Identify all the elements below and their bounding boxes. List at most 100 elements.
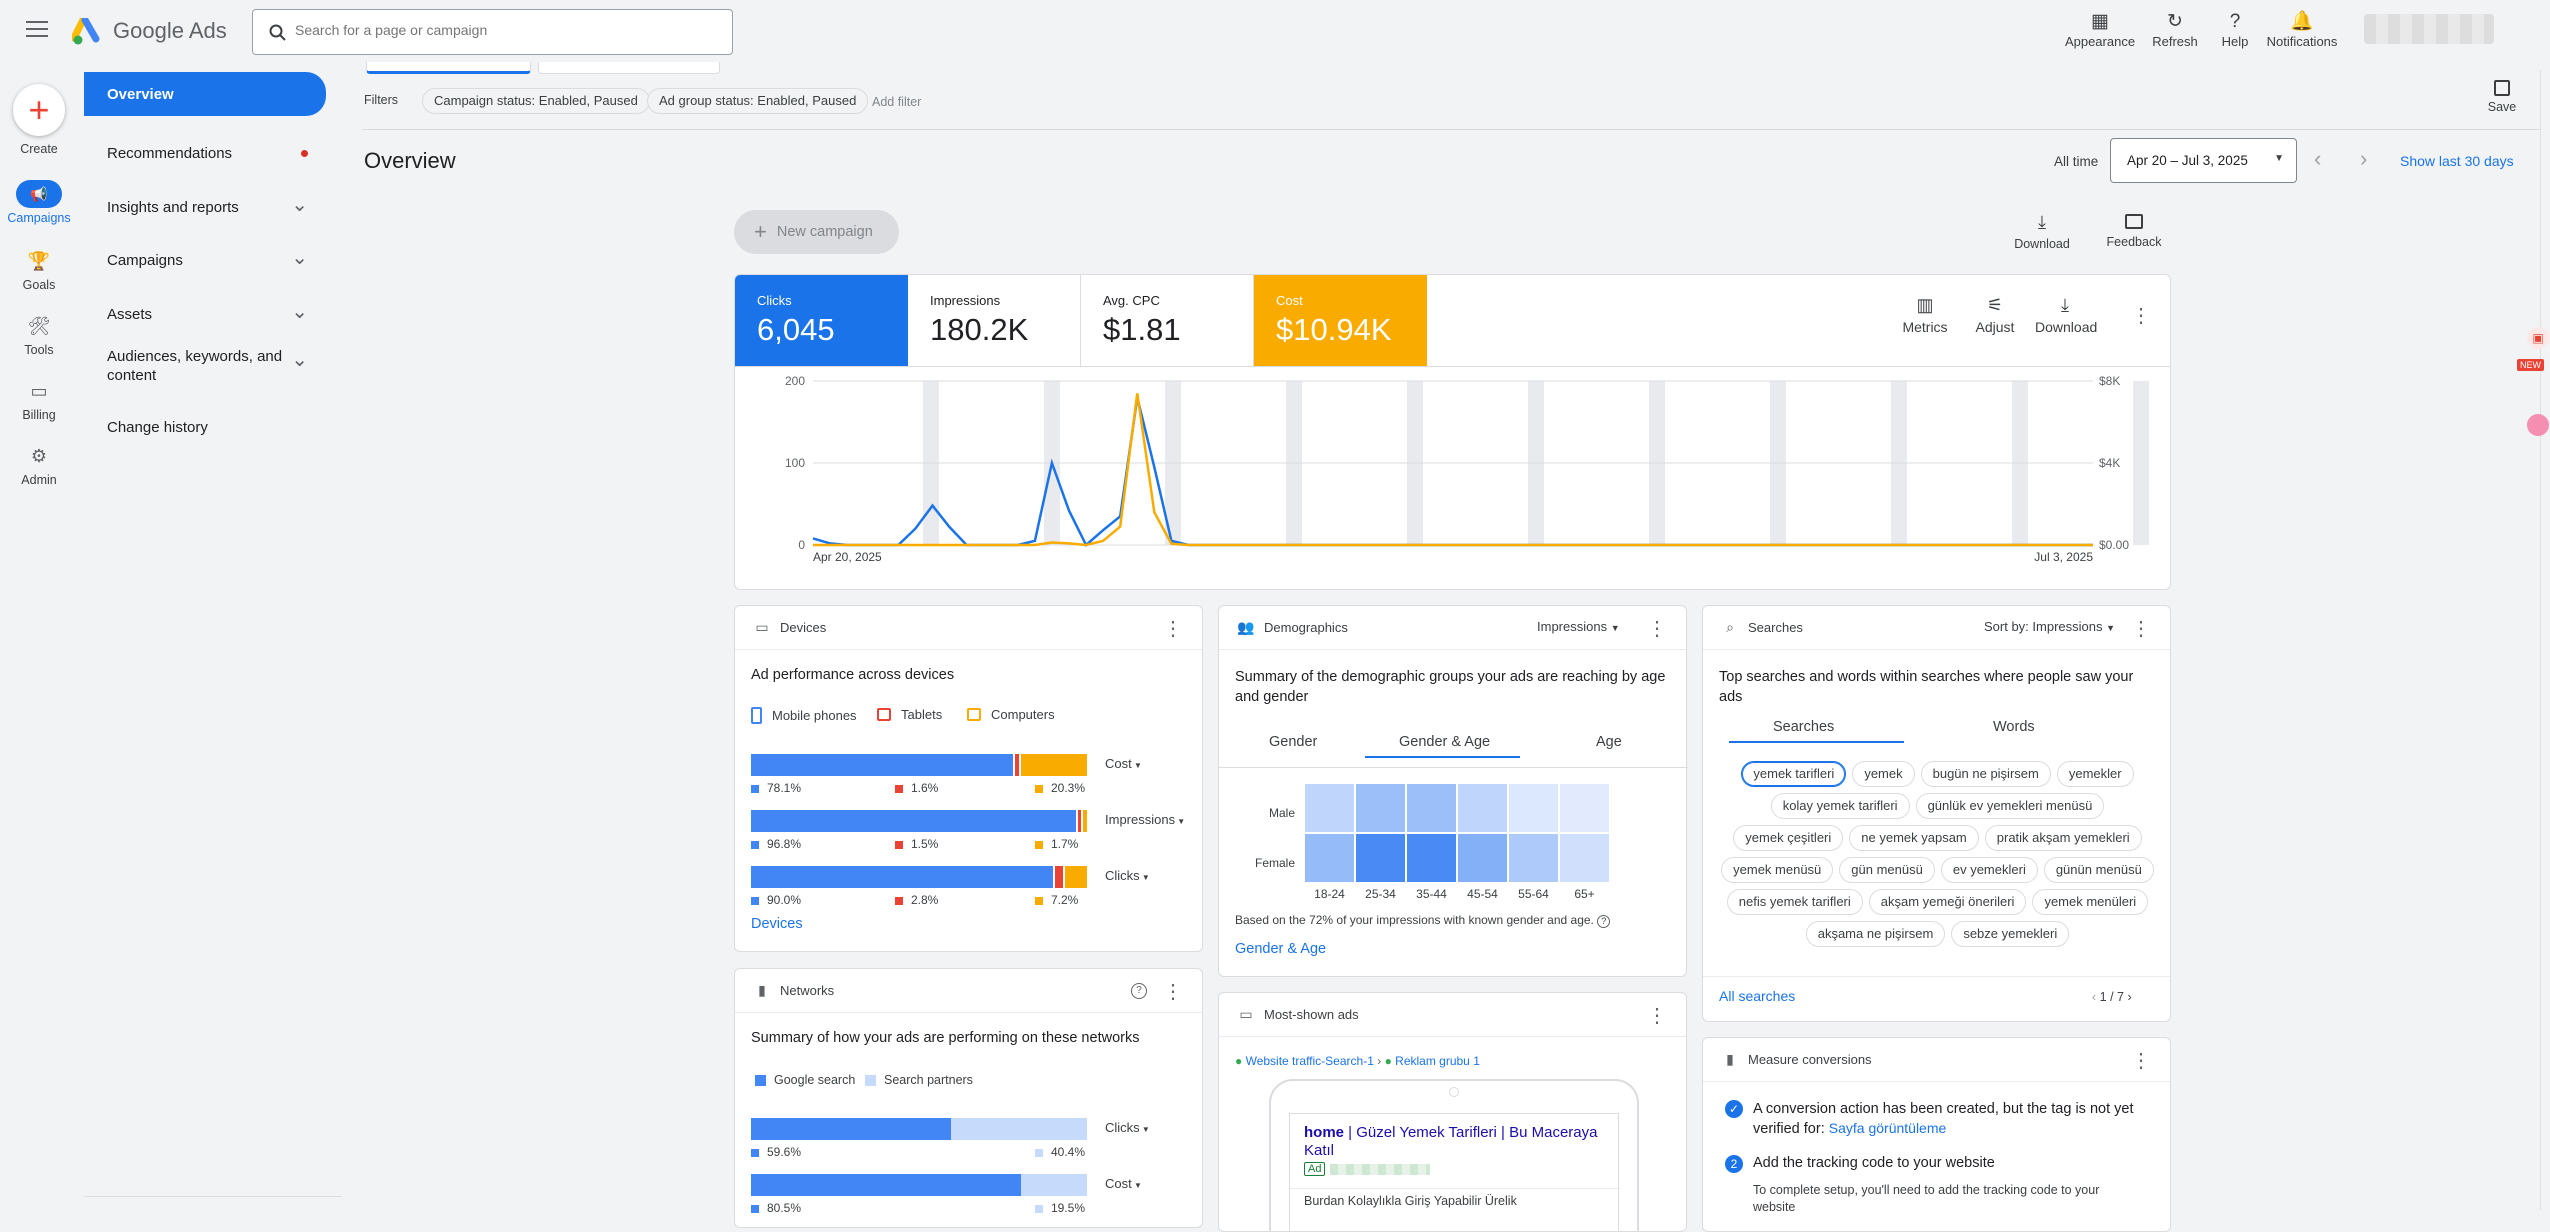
- searches-tab-1[interactable]: Words: [1993, 719, 2035, 735]
- search-term-chip[interactable]: yemek: [1852, 761, 1915, 787]
- nav-item-6[interactable]: Change history: [84, 407, 326, 447]
- download-button[interactable]: ⤓ Download: [2004, 212, 2080, 251]
- gift-icon[interactable]: ▣: [2527, 327, 2549, 349]
- nav-item-1[interactable]: Recommendations: [84, 133, 326, 173]
- rail-tools[interactable]: 🛠 Tools: [0, 312, 78, 357]
- device-metric-select[interactable]: Clicks ▼: [1105, 868, 1150, 883]
- search-term-chip[interactable]: gün menüsü: [1839, 857, 1935, 883]
- rail-admin[interactable]: ⚙ Admin: [0, 442, 78, 487]
- filter-chip-ad-group-status[interactable]: Ad group status: Enabled, Paused: [647, 88, 869, 114]
- networks-more-icon[interactable]: ⋮: [1163, 981, 1183, 1003]
- new-feature-icon[interactable]: NEW: [2517, 359, 2549, 382]
- heat-cell[interactable]: [1560, 784, 1609, 832]
- networks-stacked-bar[interactable]: [751, 1118, 1087, 1140]
- demographics-metric-select[interactable]: Impressions ▼: [1537, 619, 1620, 634]
- notifications-button[interactable]: 🔔 Notifications: [2262, 10, 2342, 49]
- metric-tile-2[interactable]: Avg. CPC $1.81: [1081, 275, 1254, 366]
- rail-goals[interactable]: 🏆 Goals: [0, 247, 78, 292]
- account-avatar[interactable]: [2364, 14, 2494, 44]
- heat-cell[interactable]: [1356, 834, 1405, 882]
- all-searches-link[interactable]: All searches: [1719, 988, 1796, 1004]
- devices-stacked-bar[interactable]: [751, 754, 1087, 776]
- nav-item-2[interactable]: Insights and reports ⌄: [84, 187, 326, 227]
- metric-tile-1[interactable]: Impressions 180.2K: [908, 275, 1081, 366]
- heat-cell[interactable]: [1407, 834, 1456, 882]
- search-term-chip[interactable]: yemek menüsü: [1721, 857, 1834, 883]
- heat-cell[interactable]: [1407, 784, 1456, 832]
- save-button[interactable]: Save: [2480, 80, 2524, 114]
- nav-item-0[interactable]: Overview: [84, 72, 326, 116]
- side-scrollbar[interactable]: [2540, 70, 2550, 1210]
- heat-cell[interactable]: [1305, 784, 1354, 832]
- conversions-more-icon[interactable]: ⋮: [2131, 1050, 2151, 1072]
- date-range-select[interactable]: Apr 20 – Jul 3, 2025 ▼: [2110, 138, 2297, 183]
- demographics-more-icon[interactable]: ⋮: [1647, 618, 1667, 640]
- more-options-icon[interactable]: ⋮: [2131, 305, 2151, 327]
- devices-stacked-bar[interactable]: [751, 810, 1087, 832]
- download-tool-button[interactable]: ⤓ Download: [2035, 295, 2097, 335]
- prev-page-icon[interactable]: ‹: [2092, 990, 2097, 1004]
- nav-item-5[interactable]: Audiences, keywords, and content ⌄: [84, 342, 326, 390]
- devices-link[interactable]: Devices: [751, 916, 803, 932]
- menu-icon[interactable]: [26, 19, 48, 37]
- search-input[interactable]: [295, 22, 715, 38]
- device-metric-select[interactable]: Impressions ▼: [1105, 812, 1186, 827]
- search-term-chip[interactable]: akşam yemeği önerileri: [1868, 889, 2027, 915]
- metric-tile-3[interactable]: Cost $10.94K: [1254, 275, 1427, 366]
- metrics-tool-button[interactable]: ▥ Metrics: [1895, 295, 1955, 335]
- heat-cell[interactable]: [1560, 834, 1609, 882]
- assistant-icon[interactable]: [2527, 414, 2549, 436]
- appearance-button[interactable]: ▦ Appearance: [2060, 10, 2140, 49]
- heat-cell[interactable]: [1458, 834, 1507, 882]
- searches-tab-0[interactable]: Searches: [1729, 719, 1904, 743]
- nav-item-4[interactable]: Assets ⌄: [84, 294, 326, 334]
- heat-cell[interactable]: [1458, 784, 1507, 832]
- search-term-chip[interactable]: pratik akşam yemekleri: [1984, 825, 2142, 851]
- ads-more-icon[interactable]: ⋮: [1647, 1005, 1667, 1027]
- filter-chip-campaign-status[interactable]: Campaign status: Enabled, Paused: [422, 88, 650, 114]
- help-icon[interactable]: ?: [1597, 915, 1611, 928]
- search-term-chip[interactable]: akşama ne pişirsem: [1805, 921, 1946, 947]
- networks-help-icon[interactable]: ?: [1131, 983, 1147, 999]
- heat-cell[interactable]: [1509, 834, 1558, 882]
- network-metric-select[interactable]: Cost ▼: [1105, 1176, 1142, 1191]
- rail-billing[interactable]: ▭ Billing: [0, 377, 78, 422]
- search-term-chip[interactable]: nefis yemek tarifleri: [1726, 889, 1863, 915]
- search-term-chip[interactable]: yemek menüleri: [2032, 889, 2149, 915]
- show-last-30-days-link[interactable]: Show last 30 days: [2400, 153, 2514, 169]
- ad-headline[interactable]: home | Güzel Yemek Tarifleri | Bu Macera…: [1304, 1124, 1598, 1159]
- heat-cell[interactable]: [1356, 784, 1405, 832]
- demographics-tab-1[interactable]: Gender & Age: [1365, 734, 1520, 758]
- search-box[interactable]: [252, 9, 733, 55]
- refresh-button[interactable]: ↻ Refresh: [2135, 10, 2215, 49]
- rail-campaigns[interactable]: 📢 Campaigns: [0, 180, 78, 225]
- adjust-tool-button[interactable]: ⚟ Adjust: [1965, 295, 2025, 335]
- help-button[interactable]: ? Help: [2195, 10, 2275, 49]
- demographics-tab-0[interactable]: Gender: [1269, 734, 1318, 750]
- feedback-button[interactable]: Feedback: [2094, 212, 2174, 249]
- metric-tile-0[interactable]: Clicks 6,045: [735, 275, 908, 366]
- search-term-chip[interactable]: yemek çeşitleri: [1733, 825, 1844, 851]
- search-term-chip[interactable]: sebze yemekleri: [1951, 921, 2070, 947]
- search-term-chip[interactable]: günlük ev yemekleri menüsü: [1915, 793, 2105, 819]
- demographics-tab-2[interactable]: Age: [1596, 734, 1622, 750]
- next-page-icon[interactable]: ›: [2127, 990, 2132, 1004]
- search-term-chip[interactable]: kolay yemek tarifleri: [1770, 793, 1910, 819]
- nav-item-3[interactable]: Campaigns ⌄: [84, 240, 326, 280]
- devices-more-icon[interactable]: ⋮: [1163, 618, 1183, 640]
- prev-range-icon[interactable]: ‹: [2314, 146, 2322, 171]
- gender-age-link[interactable]: Gender & Age: [1235, 941, 1327, 957]
- networks-stacked-bar[interactable]: [751, 1174, 1087, 1196]
- sayfa-goruntuleme-link[interactable]: Sayfa görüntüleme: [1828, 1120, 1947, 1136]
- heat-cell[interactable]: [1305, 834, 1354, 882]
- search-term-chip[interactable]: yemek tarifleri: [1741, 761, 1847, 787]
- search-term-chip[interactable]: ev yemekleri: [1940, 857, 2038, 883]
- add-filter-button[interactable]: Add filter: [872, 95, 922, 109]
- searches-more-icon[interactable]: ⋮: [2131, 618, 2151, 640]
- heat-cell[interactable]: [1509, 784, 1558, 832]
- next-range-icon[interactable]: ›: [2360, 146, 2368, 171]
- search-term-chip[interactable]: bugün ne pişirsem: [1920, 761, 2051, 787]
- network-metric-select[interactable]: Clicks ▼: [1105, 1120, 1150, 1135]
- new-campaign-button[interactable]: + New campaign: [734, 210, 899, 254]
- searches-sort-select[interactable]: Sort by: Impressions ▼: [1984, 619, 2116, 634]
